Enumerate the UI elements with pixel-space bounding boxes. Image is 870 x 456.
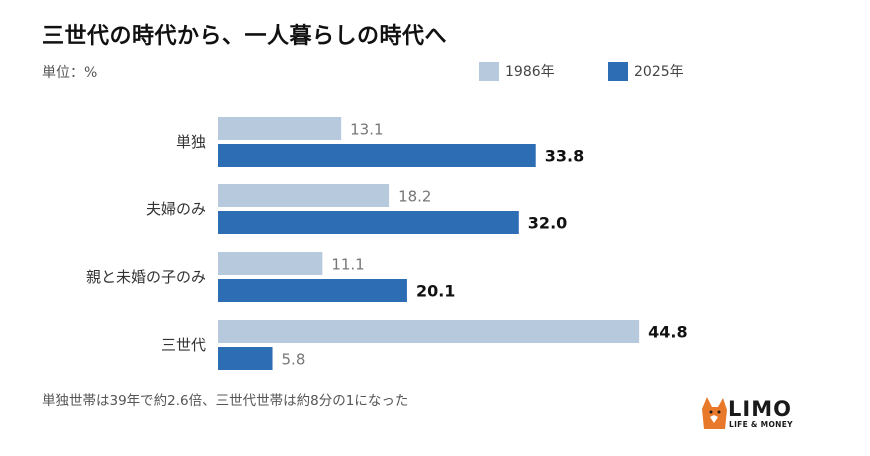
- bar-2025: [218, 144, 536, 167]
- bar-1986: [218, 320, 640, 343]
- bar-2025: [218, 279, 407, 302]
- data-label: 11.1: [331, 256, 364, 274]
- legend-label-1986: 1986年: [505, 64, 555, 80]
- logo-tagline: LIFE & MONEY: [729, 420, 793, 429]
- limo-logo: LIMO LIFE & MONEY: [700, 395, 800, 431]
- legend-item-1986: 1986年: [479, 61, 555, 81]
- unit-label: 単位：%: [42, 65, 98, 81]
- data-label: 20.1: [416, 282, 455, 301]
- bar-1986: [218, 117, 342, 140]
- data-label: 5.8: [282, 351, 306, 369]
- bar-1986: [218, 252, 323, 275]
- bar-2025: [218, 347, 273, 370]
- data-label: 33.8: [545, 147, 584, 166]
- data-label: 13.1: [350, 121, 383, 139]
- data-label: 32.0: [528, 214, 567, 233]
- chart-title: 三世代の時代から、一人暮らしの時代へ: [42, 24, 448, 49]
- category-label: 単独: [176, 133, 206, 151]
- category-label: 夫婦のみ: [146, 200, 206, 218]
- bar-2025: [218, 211, 519, 234]
- data-label: 44.8: [648, 323, 687, 342]
- legend-label-2025: 2025年: [634, 64, 684, 80]
- legend-item-2025: 2025年: [608, 61, 684, 81]
- legend-swatch-2025: [608, 61, 628, 81]
- legend-swatch-1986: [479, 61, 499, 81]
- chart-caption: 単独世帯は39年で約2.6倍、三世代世帯は約8分の1になった: [42, 393, 409, 409]
- category-label: 親と未婚の子のみ: [86, 268, 206, 286]
- bar-1986: [218, 184, 390, 207]
- category-label: 三世代: [161, 336, 206, 354]
- logo-wordmark: LIMO: [728, 397, 792, 421]
- data-label: 18.2: [398, 188, 431, 206]
- fox-icon: [702, 397, 727, 429]
